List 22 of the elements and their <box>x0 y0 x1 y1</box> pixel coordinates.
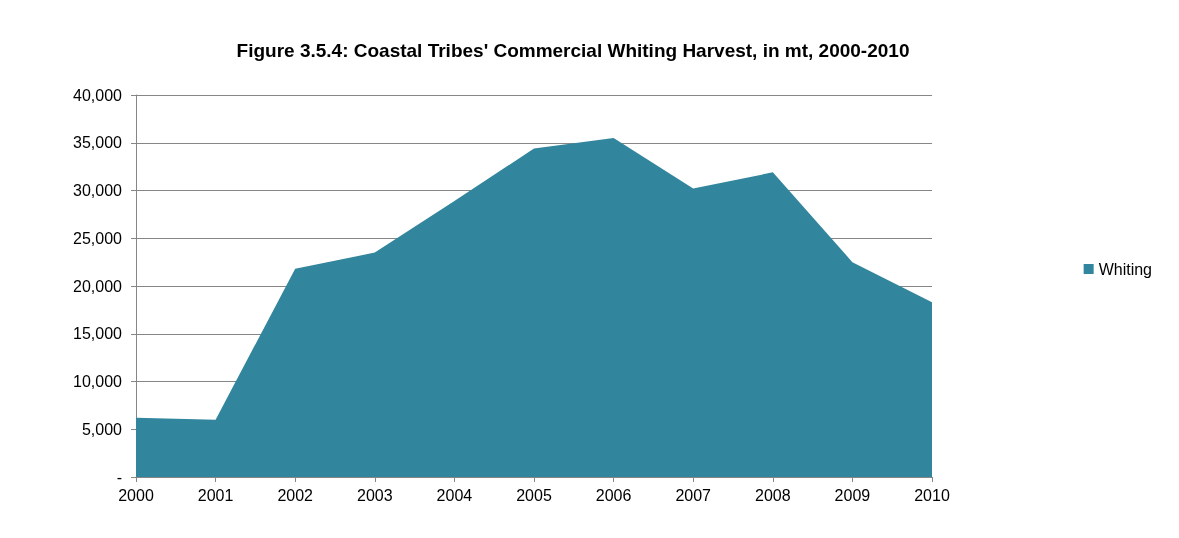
x-tick-label: 2007 <box>675 486 712 504</box>
legend-label: Whiting <box>1098 260 1153 278</box>
y-tick-label: 20,000 <box>73 277 123 295</box>
x-tick-label: 2003 <box>357 486 393 504</box>
y-tick-label: 5,000 <box>81 420 123 438</box>
y-tick-label: 30,000 <box>73 182 123 199</box>
x-tick-label: 2000 <box>118 486 154 504</box>
x-tick-label: 2009 <box>834 486 871 504</box>
y-tick-label: 40,000 <box>73 86 123 104</box>
x-tick-label: 2010 <box>914 486 950 504</box>
x-tick-label: 2006 <box>595 486 632 504</box>
y-tick-label: 35,000 <box>73 134 123 152</box>
x-tick-label: 2004 <box>436 486 473 504</box>
y-tick-label: - <box>116 468 122 486</box>
x-tick-label: 2005 <box>516 486 552 504</box>
y-tick-label: 25,000 <box>73 229 123 247</box>
x-tick-label: 2001 <box>197 486 234 504</box>
x-tick-label: 2002 <box>277 486 314 504</box>
y-tick-label: 10,000 <box>73 373 123 390</box>
x-tick-label: 2008 <box>755 486 791 504</box>
y-tick-label: 15,000 <box>73 325 123 343</box>
chart-title: Figure 3.5.4: Coastal Tribes' Commercial Whiting Harvest, in mt, 2000-2010 <box>236 40 910 61</box>
